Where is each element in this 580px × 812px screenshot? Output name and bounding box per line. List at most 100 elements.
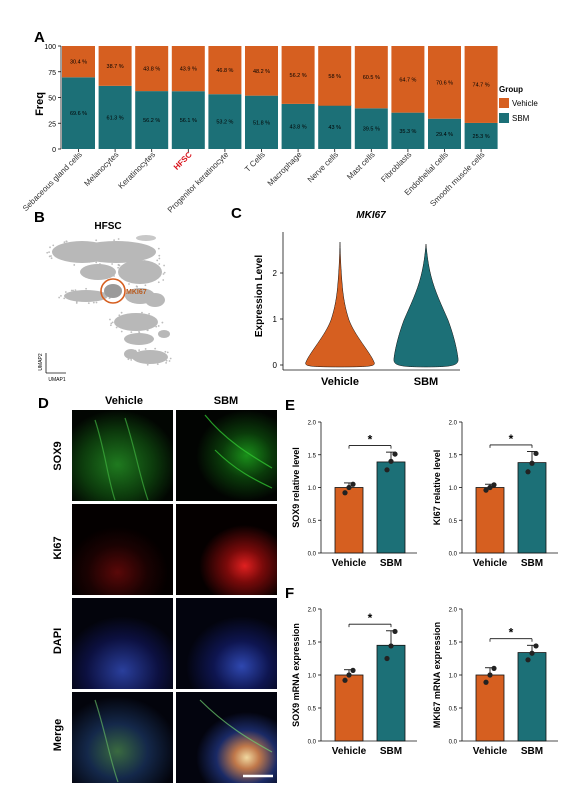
umap-cluster-12	[158, 330, 170, 338]
umap-cluster-13	[136, 235, 156, 241]
violin-y-tick-label: 2	[273, 269, 278, 278]
umap-cell-dot	[63, 297, 66, 300]
data-point	[533, 450, 539, 457]
bar-sbm	[354, 108, 388, 149]
image-ki67-vehicle	[72, 504, 173, 595]
y-tick-label: 0.0	[449, 740, 458, 746]
umap-cell-dot	[118, 314, 121, 317]
umap-cell-dot	[158, 263, 161, 265]
x-tick-label: Vehicle	[473, 746, 508, 757]
umap-cell-dot	[109, 324, 112, 327]
legend-title: Group	[499, 85, 523, 94]
umap-cell-dot	[146, 363, 149, 366]
small-bar-chart: 0.0 0.5 1.0 1.5 2.0 KI67 relative level Vehicl…	[432, 421, 558, 569]
data-label-sbm: 69.6 %	[70, 111, 87, 117]
column-label-sbm: SBM	[214, 395, 238, 407]
violin-y-label: Expression Level	[254, 255, 265, 337]
umap-cell-dot	[60, 295, 62, 297]
umap-cell-dot	[163, 264, 165, 267]
bar-sbm	[171, 91, 205, 149]
umap-cell-dot	[111, 263, 114, 265]
umap-y-axis-label: UMAP2	[38, 353, 44, 370]
umap-cell-dot	[168, 360, 171, 362]
data-point	[525, 469, 531, 475]
umap-cell-dot	[109, 318, 111, 321]
data-label-sbm: 56.2 %	[143, 118, 160, 124]
umap-cell-dot	[92, 301, 95, 304]
umap-cell-dot	[63, 241, 66, 244]
y-tick-label: 50	[48, 96, 56, 103]
umap-cell-dot	[157, 281, 160, 284]
x-tick-label: Fibroblasts	[379, 150, 413, 184]
small-bar-chart: 0.0 0.5 1.0 1.5 2.0 SOX9 mRNA expression Vehic…	[291, 608, 417, 757]
bar-sbm	[428, 118, 461, 149]
umap-cell-dot	[87, 302, 90, 305]
umap-cluster-7	[145, 293, 165, 307]
bar-sbm	[391, 112, 425, 149]
bar-sbm	[98, 85, 132, 149]
y-axis-label: SOX9 relative level	[291, 447, 301, 528]
violin-x-tick-vehicle: Vehicle	[321, 376, 359, 388]
umap-cell-dot	[144, 348, 147, 350]
panel-label-f: F	[285, 585, 294, 602]
stacked-bar-chart: Freq 0 25 50 75 100 69.6 % 30.4 % 61.3 % 38.7 %…	[21, 44, 538, 215]
data-point	[491, 482, 497, 488]
row-label-sox9: SOX9	[52, 441, 64, 470]
image-sox9-sbm	[176, 410, 277, 501]
panel-label-e: E	[285, 397, 295, 414]
bar-vehicle	[281, 46, 315, 104]
umap-cluster-5	[64, 290, 108, 302]
follicle-outline	[204, 414, 273, 469]
row-label-dapi: DAPI	[52, 628, 64, 654]
umap-cell-dot	[50, 255, 52, 257]
data-point	[342, 490, 348, 496]
y-axis-label: KI67 relative level	[432, 450, 442, 526]
data-point	[491, 665, 497, 672]
umap-cell-dot	[161, 321, 164, 324]
data-label-vehicle: 43.9 %	[180, 67, 197, 73]
x-tick-label: Mast cells	[345, 150, 377, 182]
data-point	[384, 655, 390, 662]
umap-cell-dot	[130, 359, 133, 361]
bar	[334, 487, 364, 554]
umap-cell-dot	[158, 254, 161, 257]
violin-y-tick-label: 0	[273, 361, 278, 370]
umap-title: HFSC	[94, 221, 121, 232]
y-tick-label: 1.5	[449, 641, 458, 647]
data-label-vehicle: 64.7 %	[399, 77, 416, 83]
y-tick-label: 2.0	[449, 421, 458, 427]
data-label-sbm: 61.3 %	[107, 115, 124, 121]
x-tick-label: SBM	[521, 746, 543, 757]
x-tick-label: Vehicle	[332, 746, 367, 757]
bar-sbm	[62, 77, 95, 149]
umap-x-axis-label: UMAP1	[48, 377, 65, 383]
follicle-outline	[94, 699, 119, 783]
y-tick-label: 100	[44, 44, 56, 51]
y-tick-label: 1.0	[308, 486, 317, 492]
umap-cluster-3	[118, 260, 162, 284]
umap-cell-dot	[144, 284, 147, 287]
x-tick-label: SBM	[380, 746, 402, 757]
y-tick-label: 2.0	[449, 608, 458, 614]
data-label-vehicle: 60.5 %	[363, 75, 380, 81]
data-label-sbm: 56.1 %	[180, 118, 197, 124]
umap-cell-dot	[141, 311, 143, 314]
umap-cluster-9	[124, 333, 154, 345]
umap-cell-dot	[138, 349, 141, 352]
umap-cell-dot	[113, 239, 116, 242]
x-tick-label: Melanocytes	[82, 150, 120, 188]
data-point	[487, 672, 493, 678]
umap-cell-dot	[130, 331, 133, 334]
umap-cell-dot	[95, 239, 98, 242]
y-tick-label: 0.0	[308, 740, 317, 746]
significance-star: *	[368, 433, 373, 447]
x-tick-label: Nerve cells	[306, 150, 340, 184]
data-label-vehicle: 48.2 %	[253, 69, 270, 75]
bar	[376, 461, 406, 554]
data-point	[388, 458, 394, 464]
umap-cell-dot	[156, 259, 159, 262]
bar-vehicle	[208, 46, 242, 95]
x-tick-label: Progenitor keratinocyte	[166, 150, 231, 215]
umap-cell-dot	[155, 325, 158, 328]
